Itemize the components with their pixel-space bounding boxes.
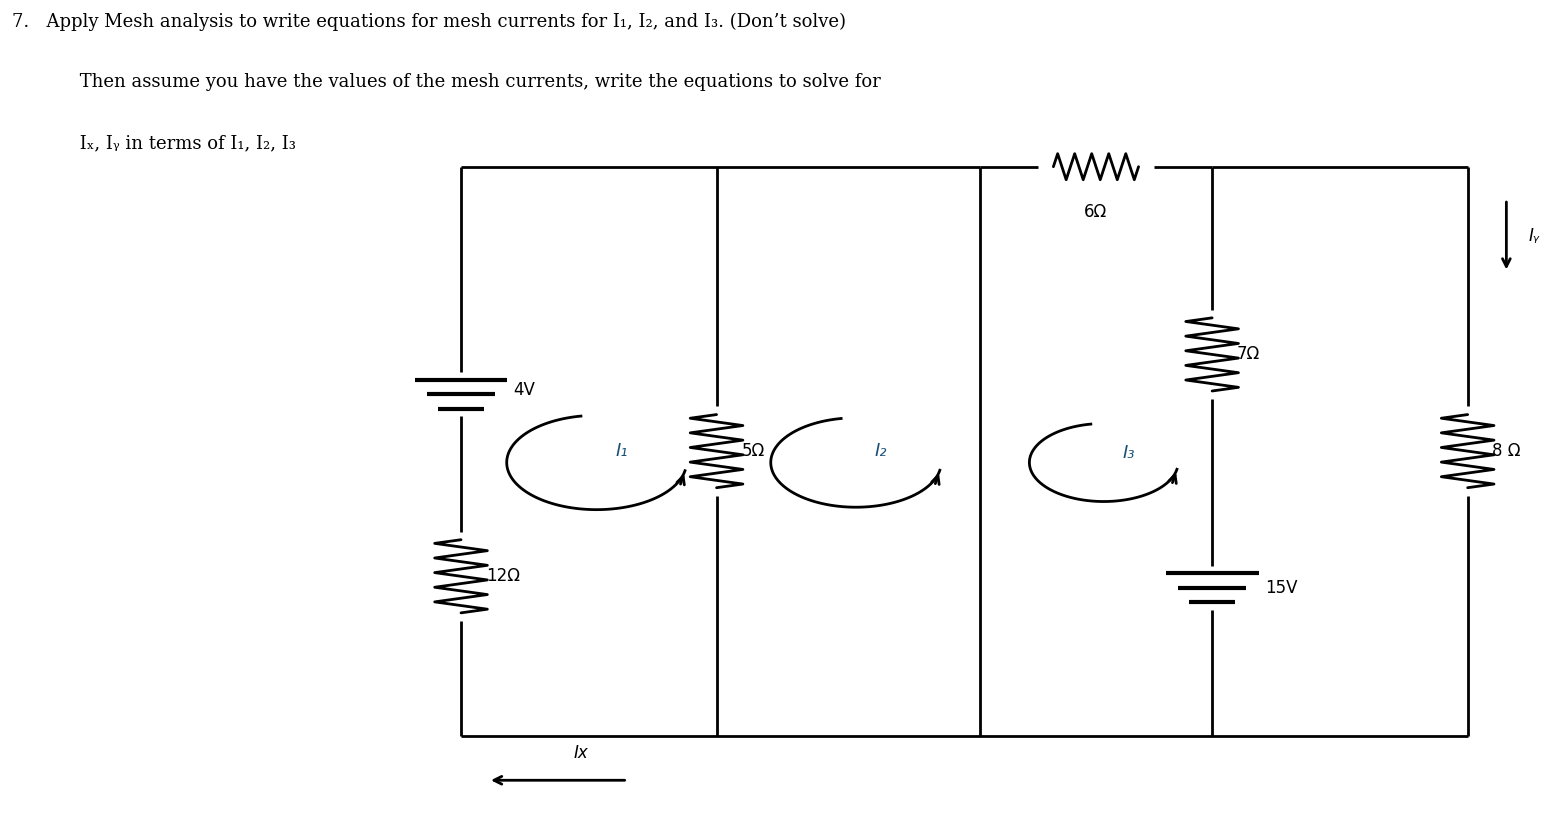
- Text: 4V: 4V: [514, 381, 536, 399]
- Text: 5Ω: 5Ω: [741, 443, 764, 460]
- Text: I₃: I₃: [1123, 444, 1135, 461]
- Text: Ix: Ix: [573, 745, 589, 763]
- Text: I₂: I₂: [875, 443, 887, 461]
- Text: Iₓ, Iᵧ in terms of I₁, I₂, I₃: Iₓ, Iᵧ in terms of I₁, I₂, I₃: [51, 134, 296, 152]
- Text: 7.   Apply Mesh analysis to write equations for mesh currents for I₁, I₂, and I₃: 7. Apply Mesh analysis to write equation…: [12, 12, 845, 30]
- Text: 8 Ω: 8 Ω: [1493, 443, 1521, 460]
- Text: I₁: I₁: [615, 442, 627, 460]
- Text: 15V: 15V: [1264, 579, 1297, 597]
- Text: 12Ω: 12Ω: [486, 567, 520, 585]
- Text: 7Ω: 7Ω: [1236, 346, 1260, 364]
- Text: Then assume you have the values of the mesh currents, write the equations to sol: Then assume you have the values of the m…: [51, 73, 880, 91]
- Text: Iᵧ: Iᵧ: [1527, 227, 1540, 245]
- Text: 6Ω: 6Ω: [1084, 204, 1107, 222]
